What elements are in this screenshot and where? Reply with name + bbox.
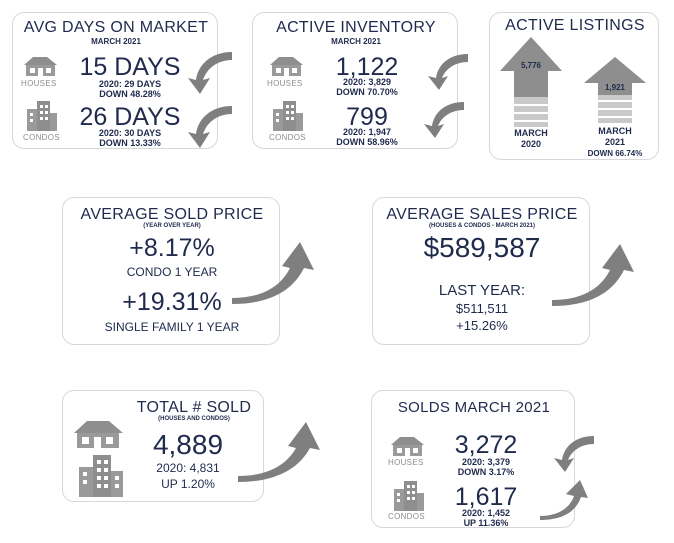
solds-march-condos-value: 1,617 xyxy=(454,483,518,511)
avg-days-condos-change: DOWN 13.33% xyxy=(99,138,161,148)
active-inventory-condos-change: DOWN 58.96% xyxy=(336,137,398,147)
solds-march-condos-prev: 2020: 1,452 xyxy=(461,508,511,518)
up-arrow-icon xyxy=(238,422,320,482)
avg-days-condos-label: CONDOS xyxy=(23,133,60,142)
avg-sales-price-subtitle: (HOUSES & CONDOS - MARCH 2021) xyxy=(428,223,535,229)
house-icon xyxy=(270,57,303,76)
total-sold-prev: 2020: 4,831 xyxy=(156,461,220,475)
avg-sold-price-condo-value: +8.17% xyxy=(129,234,215,262)
active-listings-bar-value: 1,921 xyxy=(604,83,626,92)
solds-march-houses-change: DOWN 3.17% xyxy=(457,467,515,477)
active-inventory-card: ACTIVE INVENTORY MARCH 2021 HOUSES 1,122… xyxy=(252,12,458,149)
solds-march-houses-value: 3,272 xyxy=(454,431,518,459)
down-arrow-icon xyxy=(188,52,232,94)
condo-building-icon xyxy=(273,101,303,131)
solds-march-card: SOLDS MARCH 2021 HOUSES 3,272 2020: 3,37… xyxy=(371,390,575,528)
condo-building-icon xyxy=(79,455,123,497)
total-sold-change: UP 1.20% xyxy=(161,477,215,491)
active-inventory-condos-prev: 2020: 1,947 xyxy=(342,127,392,137)
avg-sold-price-card: AVERAGE SOLD PRICE (YEAR OVER YEAR) +8.1… xyxy=(62,197,280,345)
avg-sales-price-title: AVERAGE SALES PRICE xyxy=(386,206,578,223)
avg-sold-price-sf-label: SINGLE FAMILY 1 YEAR xyxy=(104,320,240,334)
down-arrow-icon xyxy=(424,102,464,138)
avg-days-houses-prev: 2020: 29 DAYS xyxy=(98,79,162,89)
solds-march-condos-change: UP 11.36% xyxy=(463,518,509,528)
house-icon xyxy=(24,57,57,76)
avg-sales-price-change: +15.26% xyxy=(456,318,508,333)
avg-sold-price-title: AVERAGE SOLD PRICE xyxy=(80,206,264,223)
active-inventory-houses-value: 1,122 xyxy=(335,53,399,81)
down-arrow-icon xyxy=(554,436,594,472)
active-inventory-houses-label: HOUSES xyxy=(267,79,303,88)
active-listings-card: ACTIVE LISTINGS 5,776 MARCH 2020 1,921 M… xyxy=(489,12,659,160)
solds-march-houses-prev: 2020: 3,379 xyxy=(461,457,511,467)
total-sold-title: TOTAL # SOLD xyxy=(136,399,252,416)
active-listings-bar-label: MARCH xyxy=(514,128,548,138)
up-arrow-bar-2021 xyxy=(584,57,646,123)
active-inventory-condos-label: CONDOS xyxy=(269,133,306,142)
down-arrow-icon xyxy=(188,106,232,148)
active-inventory-subtitle: MARCH 2021 xyxy=(331,37,381,46)
avg-sales-price-card: AVERAGE SALES PRICE (HOUSES & CONDOS - M… xyxy=(372,197,590,345)
active-listings-bar-label: 2020 xyxy=(520,139,542,149)
condo-building-icon xyxy=(394,481,424,511)
avg-days-houses-value: 15 DAYS xyxy=(79,53,181,81)
avg-sold-price-subtitle: (YEAR OVER YEAR) xyxy=(143,223,201,229)
avg-sold-price-sf-value: +19.31% xyxy=(122,288,222,316)
avg-sold-price-condo-label: CONDO 1 YEAR xyxy=(126,265,218,279)
total-sold-value: 4,889 xyxy=(152,429,224,460)
active-listings-title: ACTIVE LISTINGS xyxy=(505,17,645,34)
total-sold-card: TOTAL # SOLD (HOUSES AND CONDOS) 4,889 2… xyxy=(62,390,264,502)
avg-days-title: AVG DAYS ON MARKET xyxy=(23,19,209,36)
avg-days-card: AVG DAYS ON MARKET MARCH 2021 HOUSES 15 … xyxy=(12,12,218,149)
condo-building-icon xyxy=(27,101,57,131)
up-arrow-icon xyxy=(552,244,634,306)
avg-sales-price-last-year-label: LAST YEAR: xyxy=(438,282,526,299)
active-inventory-condos-value: 799 xyxy=(346,103,388,131)
active-inventory-title: ACTIVE INVENTORY xyxy=(276,19,436,36)
down-arrow-icon xyxy=(428,54,468,90)
solds-march-condos-label: CONDOS xyxy=(388,512,425,521)
avg-sales-price-last-year-value: $511,511 xyxy=(455,301,509,316)
avg-sales-price-value: $589,587 xyxy=(423,232,541,263)
active-listings-bar-label: 2021 xyxy=(604,137,626,147)
avg-days-condos-value: 26 DAYS xyxy=(79,103,181,131)
active-inventory-houses-change: DOWN 70.70% xyxy=(336,87,398,97)
active-listings-bar-change: DOWN 66.74% xyxy=(587,149,643,158)
up-arrow-bar-2020 xyxy=(500,37,562,127)
house-icon xyxy=(391,437,424,456)
avg-days-houses-label: HOUSES xyxy=(21,79,57,88)
active-inventory-houses-prev: 2020: 3,829 xyxy=(342,77,392,87)
up-arrow-icon xyxy=(232,242,314,304)
house-icon xyxy=(74,421,123,448)
total-sold-subtitle: (HOUSES AND CONDOS) xyxy=(158,416,230,422)
avg-days-houses-change: DOWN 48.28% xyxy=(99,89,161,99)
avg-days-condos-prev: 2020: 30 DAYS xyxy=(98,128,162,138)
active-listings-bar-label: MARCH xyxy=(598,126,632,136)
up-arrow-icon xyxy=(540,480,588,520)
active-listings-bar-value: 5,776 xyxy=(520,61,542,70)
solds-march-houses-label: HOUSES xyxy=(388,458,424,467)
avg-days-subtitle: MARCH 2021 xyxy=(91,37,141,46)
solds-march-title: SOLDS MARCH 2021 xyxy=(397,399,551,416)
